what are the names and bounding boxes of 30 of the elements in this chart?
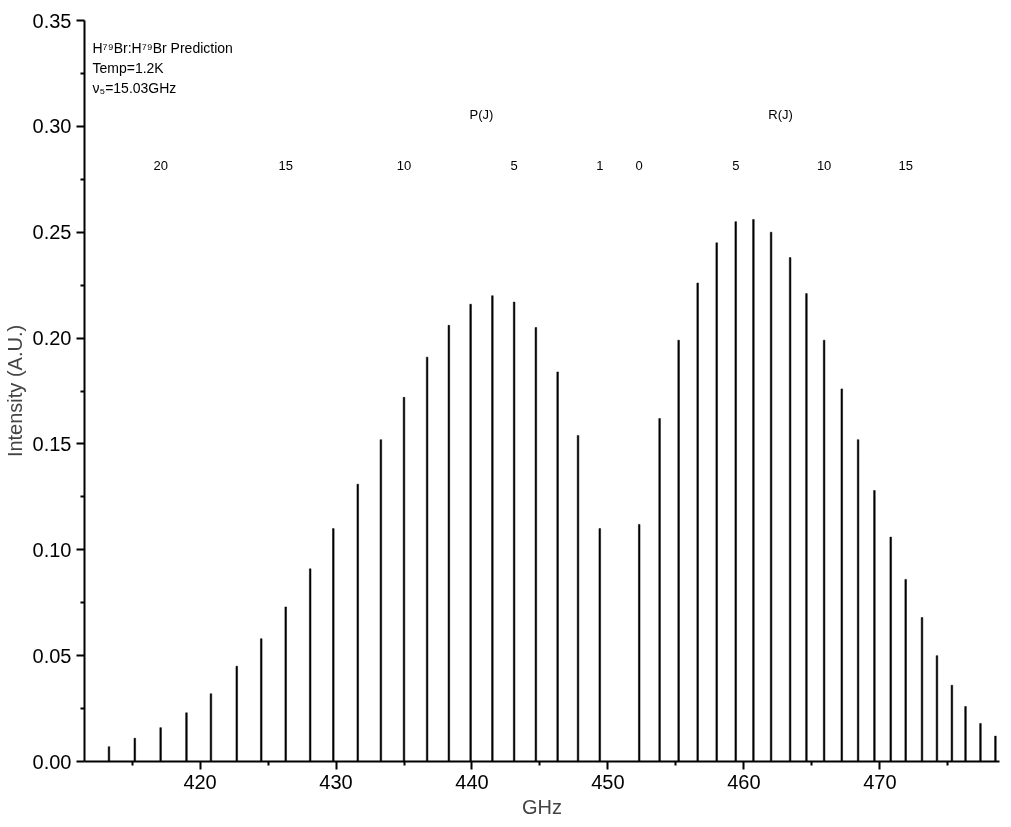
annotation: 1 [596,157,604,173]
annotation: 5 [732,157,740,173]
x-tick-label: 460 [727,770,761,793]
annotation: 15 [278,157,293,173]
annotation: R(J) [768,106,793,122]
y-tick-label: 0.35 [32,9,72,32]
annotation: 20 [153,157,168,173]
y-axis-title: Intensity (A.U.) [3,324,26,458]
y-tick-label: 0.25 [32,221,72,244]
annotation: 10 [396,157,412,173]
y-tick-label: 0.20 [32,327,72,350]
y-tick-label: 0.00 [32,750,72,773]
x-tick-label: 450 [591,770,625,793]
annotation: 10 [816,157,832,173]
y-tick-label: 0.10 [32,538,72,561]
y-tick-label: 0.05 [32,644,72,667]
annotation: 15 [898,157,913,173]
x-tick-label: 440 [455,770,489,793]
x-tick-label: 420 [183,770,217,793]
annotation: P(J) [469,106,494,122]
x-tick-label: 430 [319,770,353,793]
y-tick-label: 0.30 [32,115,72,138]
annotation: 0 [635,157,643,173]
annotation: 5 [510,157,518,173]
annotation: H⁷⁹Br:H⁷⁹Br Prediction [92,39,233,56]
x-axis-title: GHz [522,795,562,818]
annotation: Temp=1.2K [92,59,165,76]
y-tick-label: 0.15 [32,432,72,455]
x-tick-label: 470 [863,770,897,793]
annotation: ν₅=15.03GHz [92,79,177,96]
